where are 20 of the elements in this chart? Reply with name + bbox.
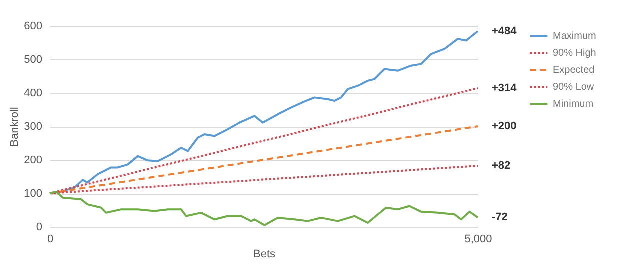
x-tick-label: 5,000: [464, 234, 492, 246]
x-axis-title: Bets: [253, 248, 276, 260]
text: +200: [492, 120, 517, 132]
legend-label: Minimum: [553, 99, 594, 110]
legend-label: Maximum: [553, 31, 596, 42]
y-tick-label: 600: [24, 20, 42, 32]
text: +82: [492, 160, 511, 172]
legend-label: Expected: [553, 65, 595, 76]
legend-label: 90% High: [553, 48, 596, 59]
text: +314: [492, 82, 518, 94]
y-tick-label: 500: [24, 54, 42, 66]
y-axis-title: Bankroll: [9, 107, 22, 147]
legend-label: 90% Low: [553, 82, 595, 93]
y-tick-label: 300: [24, 121, 42, 133]
y-tick-label: 400: [24, 88, 42, 100]
y-tick-label: 200: [24, 154, 42, 166]
text: +484: [492, 25, 518, 38]
y-tick-label: 0: [36, 222, 42, 234]
y-tick-label: 100: [24, 188, 42, 200]
text: -72: [492, 212, 508, 224]
